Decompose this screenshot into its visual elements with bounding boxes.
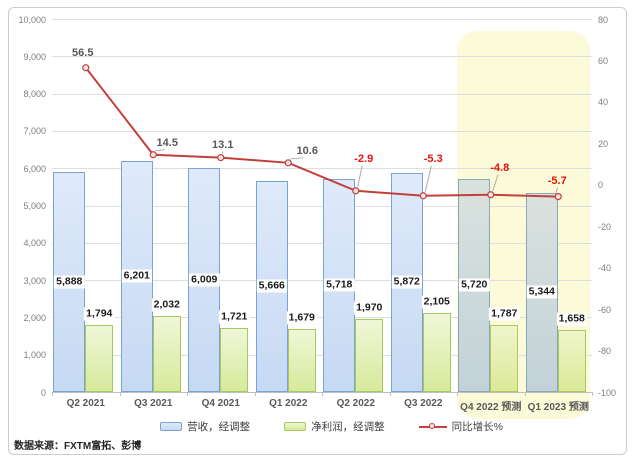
growth-line-marker-icon — [418, 422, 447, 431]
y-axis-left-tick-label: 9,000 — [23, 51, 46, 62]
gridline — [52, 93, 592, 95]
growth-value-label: -5.7 — [547, 174, 567, 187]
y-axis-left-tick-label: 1,000 — [23, 350, 46, 361]
x-axis-tick — [254, 392, 256, 396]
revenue-swatch-icon — [160, 422, 183, 431]
growth-value-label: 10.6 — [296, 144, 318, 157]
y-axis-right-tick-label: 80 — [598, 14, 609, 25]
profit-bar — [490, 325, 519, 392]
growth-value-label: -2.9 — [354, 152, 374, 165]
revenue-value-label: 5,718 — [324, 278, 355, 292]
x-axis-category-label: Q3 2021 — [134, 398, 173, 409]
x-axis-category-label: Q2 2021 — [66, 398, 105, 409]
gridline — [52, 130, 592, 132]
legend-item-profit: 净利润，经调整 — [284, 419, 385, 434]
revenue-value-label: 5,872 — [391, 275, 422, 289]
y-axis-right-tick-label: -20 — [598, 221, 612, 232]
legend-label-growth: 同比增长% — [451, 421, 503, 433]
x-axis-tick — [524, 392, 526, 396]
gridline — [52, 56, 592, 58]
profit-bar — [85, 325, 114, 392]
growth-value-label: 13.1 — [212, 138, 234, 151]
profit-swatch-icon — [284, 422, 307, 431]
growth-value-label: -4.8 — [490, 161, 510, 174]
profit-value-label: 2,032 — [151, 298, 182, 312]
profit-bar — [422, 313, 451, 392]
y-axis-right-tick-label: 20 — [598, 138, 609, 149]
y-axis-right-tick-label: -100 — [598, 387, 617, 398]
source-note: 数据来源：FXTM富拓、彭博 — [14, 441, 142, 452]
y-axis-right-tick-label: 60 — [598, 55, 609, 66]
y-axis-right-tick-label: 0 — [598, 180, 604, 191]
gridline — [52, 205, 592, 207]
gridline — [52, 280, 592, 282]
y-axis-left-tick-label: 7,000 — [23, 126, 46, 137]
y-axis-left-tick-label: 6,000 — [23, 163, 46, 174]
profit-value-label: 2,105 — [421, 295, 452, 309]
x-axis-category-label: Q2 2022 — [336, 398, 375, 409]
y-axis-left-tick-label: 0 — [40, 387, 46, 398]
profit-bar — [152, 316, 181, 392]
profit-value-label: 1,679 — [286, 311, 317, 325]
growth-value-label: 56.5 — [72, 46, 94, 59]
y-axis-right-tick-label: -60 — [598, 304, 612, 315]
legend-label-revenue: 营收，经调整 — [187, 421, 251, 433]
gridline — [52, 317, 592, 319]
revenue-value-label: 5,720 — [459, 278, 490, 292]
growth-value-label: 14.5 — [156, 136, 178, 149]
x-axis-category-label: Q4 2022 预测 — [460, 402, 522, 413]
profit-value-label: 1,721 — [219, 310, 250, 324]
gridline — [52, 242, 592, 244]
profit-bar — [355, 318, 384, 392]
y-axis-left-tick-label: 4,000 — [23, 238, 46, 249]
profit-bar — [220, 327, 249, 392]
profit-value-label: 1,970 — [354, 301, 385, 315]
gridline — [52, 354, 592, 356]
profit-bar — [287, 329, 316, 392]
legend-label-profit: 净利润，经调整 — [311, 421, 385, 433]
revenue-value-label: 6,009 — [189, 273, 220, 287]
profit-value-label: 1,787 — [489, 307, 520, 321]
profit-bar — [557, 330, 586, 392]
x-axis-tick — [187, 392, 188, 396]
profit-value-label: 1,658 — [556, 312, 587, 326]
x-axis-tick — [52, 392, 53, 396]
y-axis-left-tick-label: 10,000 — [18, 14, 46, 25]
revenue-value-label: 5,344 — [526, 285, 557, 299]
legend-item-growth: 同比增长% — [418, 419, 503, 434]
chart-legend: 营收，经调整 净利润，经调整 同比增长% — [0, 419, 635, 434]
y-axis-left-tick-label: 8,000 — [23, 89, 46, 100]
y-axis-left-tick-label: 2,000 — [23, 312, 46, 323]
profit-value-label: 1,794 — [84, 307, 115, 321]
growth-value-label: -5.3 — [423, 152, 443, 165]
x-axis-category-label: Q1 2022 — [269, 398, 308, 409]
x-axis-tick — [389, 392, 391, 396]
revenue-value-label: 5,666 — [256, 279, 287, 293]
y-axis-left-tick-label: 3,000 — [23, 275, 46, 286]
y-axis-right-tick-label: -80 — [598, 346, 612, 357]
x-axis-category-label: Q3 2022 — [404, 398, 443, 409]
gridline — [52, 19, 592, 20]
x-axis-category-label: Q4 2021 — [201, 398, 240, 409]
revenue-value-label: 6,201 — [121, 269, 152, 283]
x-axis-category-label: Q1 2023 预测 — [527, 402, 589, 413]
x-axis-tick — [592, 392, 593, 396]
y-axis-left-tick-label: 5,000 — [23, 201, 46, 211]
x-axis-tick — [322, 392, 323, 396]
legend-item-revenue: 营收，经调整 — [160, 419, 250, 434]
x-axis-tick — [457, 392, 458, 396]
x-axis-tick — [119, 392, 121, 396]
y-axis-right-tick-label: -40 — [598, 263, 612, 274]
revenue-value-label: 5,888 — [54, 275, 85, 289]
y-axis-right-tick-label: 40 — [598, 97, 609, 108]
